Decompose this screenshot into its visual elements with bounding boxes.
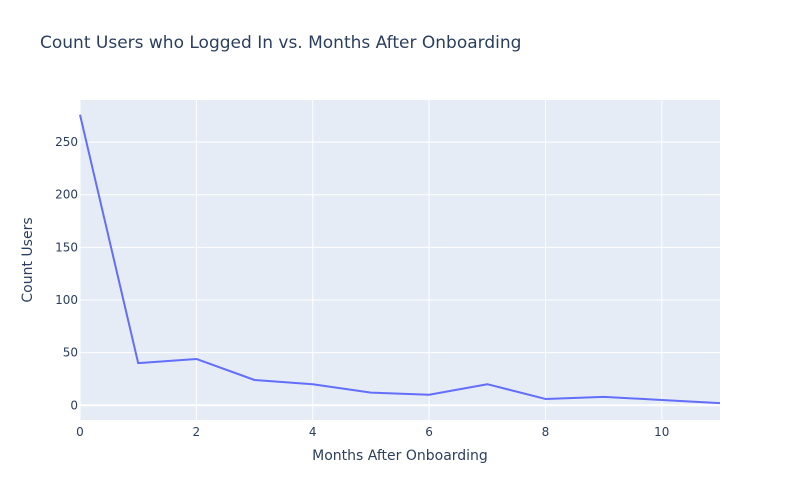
x-tick-label: 8 <box>542 425 550 439</box>
series-layer <box>79 114 721 405</box>
y-axis-ticks: 0 50 100 150 200 250 <box>55 135 78 412</box>
y-axis-title: Count Users <box>20 217 36 302</box>
y-tick-label: 200 <box>55 188 78 202</box>
x-tick-label: 10 <box>654 425 669 439</box>
y-tick-label: 50 <box>63 346 78 360</box>
x-axis-title: Months After Onboarding <box>312 448 488 464</box>
y-tick-label: 100 <box>55 293 78 307</box>
x-axis-ticks: 0 2 4 6 8 10 <box>76 425 669 439</box>
gridlines <box>79 100 720 420</box>
plot-area <box>80 100 720 420</box>
y-tick-label: 150 <box>55 240 78 254</box>
x-tick-label: 2 <box>193 425 201 439</box>
series-line <box>79 114 721 405</box>
chart-title: Count Users who Logged In vs. Months Aft… <box>40 33 522 53</box>
x-tick-label: 4 <box>309 425 317 439</box>
x-tick-label: 6 <box>425 425 433 439</box>
y-tick-label: 250 <box>55 135 78 149</box>
y-tick-label: 0 <box>70 398 78 412</box>
x-tick-label: 0 <box>76 425 84 439</box>
